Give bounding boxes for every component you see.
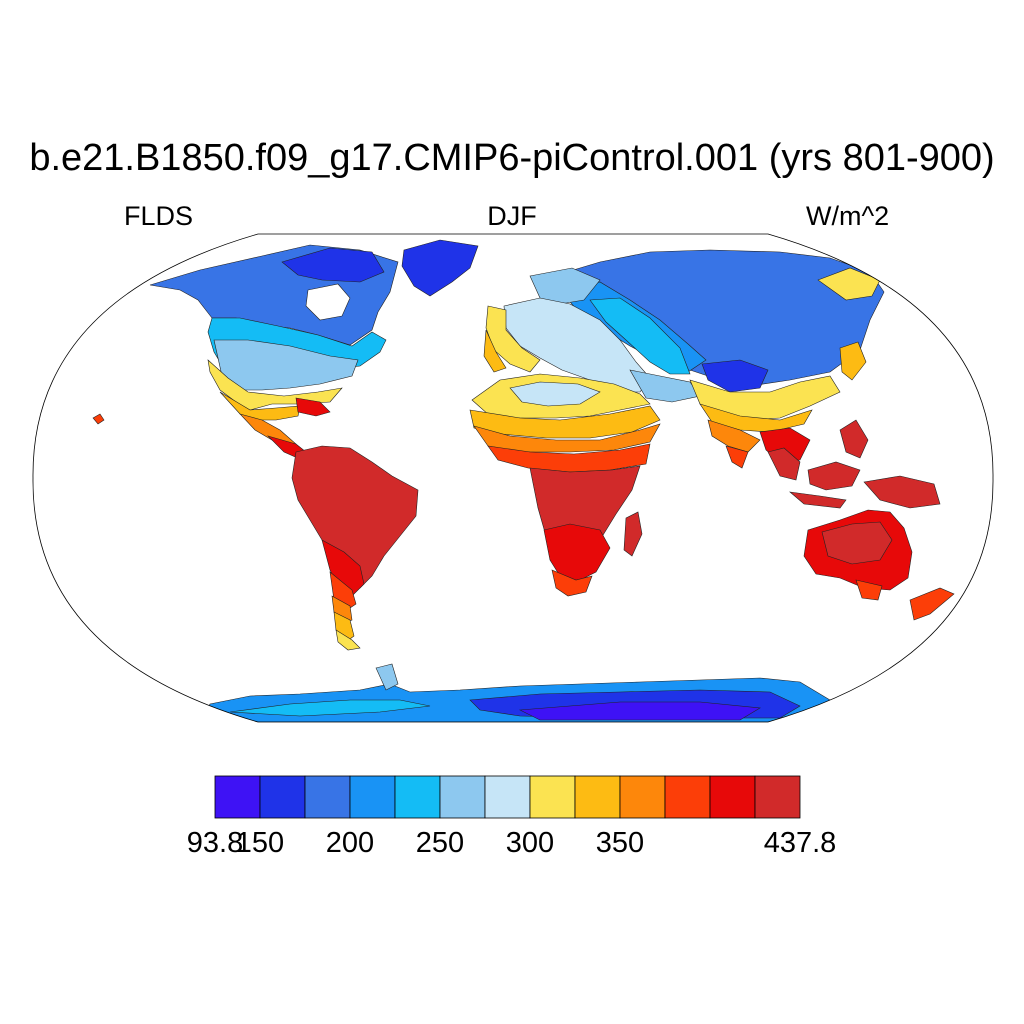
- eurasia: [483, 249, 885, 469]
- colorbar-tick-label: 250: [415, 827, 465, 859]
- colorbar-swatch: [529, 775, 576, 819]
- colorbar-tick-label: 200: [325, 827, 375, 859]
- variable-label: FLDS: [124, 201, 194, 231]
- colorbar-tick-label: 150: [235, 827, 285, 859]
- south-america: [291, 445, 419, 651]
- africa: [469, 373, 661, 597]
- colorbar-swatch: [574, 775, 621, 819]
- colorbar-swatch: [754, 775, 801, 819]
- colorbar-tick-label: 93.8: [186, 827, 244, 859]
- maritime-continent: [767, 419, 941, 509]
- colorbar-swatch: [664, 775, 711, 819]
- map-border: [32, 233, 994, 723]
- colorbar-tick-label: 437.8: [763, 827, 837, 859]
- colorbar-tick-label: 300: [505, 827, 555, 859]
- north-america: [92, 244, 399, 461]
- colorbar-swatch: [214, 775, 261, 819]
- colorbar-swatch: [394, 775, 441, 819]
- colorbar-swatch: [709, 775, 756, 819]
- plot-title: b.e21.B1850.f09_g17.CMIP6-piControl.001 …: [29, 137, 995, 179]
- colorbar-swatch: [619, 775, 666, 819]
- colorbar-swatch: [349, 775, 396, 819]
- colorbar-swatch: [484, 775, 531, 819]
- colorbar-swatch: [439, 775, 486, 819]
- season-label: DJF: [487, 201, 537, 231]
- colorbar-tick-label: 350: [595, 827, 645, 859]
- antarctica: [199, 663, 831, 722]
- australia: [803, 509, 955, 621]
- greenland: [401, 239, 479, 297]
- colorbar-swatch: [259, 775, 306, 819]
- units-label: W/m^2: [806, 201, 890, 231]
- colorbar-swatch: [304, 775, 351, 819]
